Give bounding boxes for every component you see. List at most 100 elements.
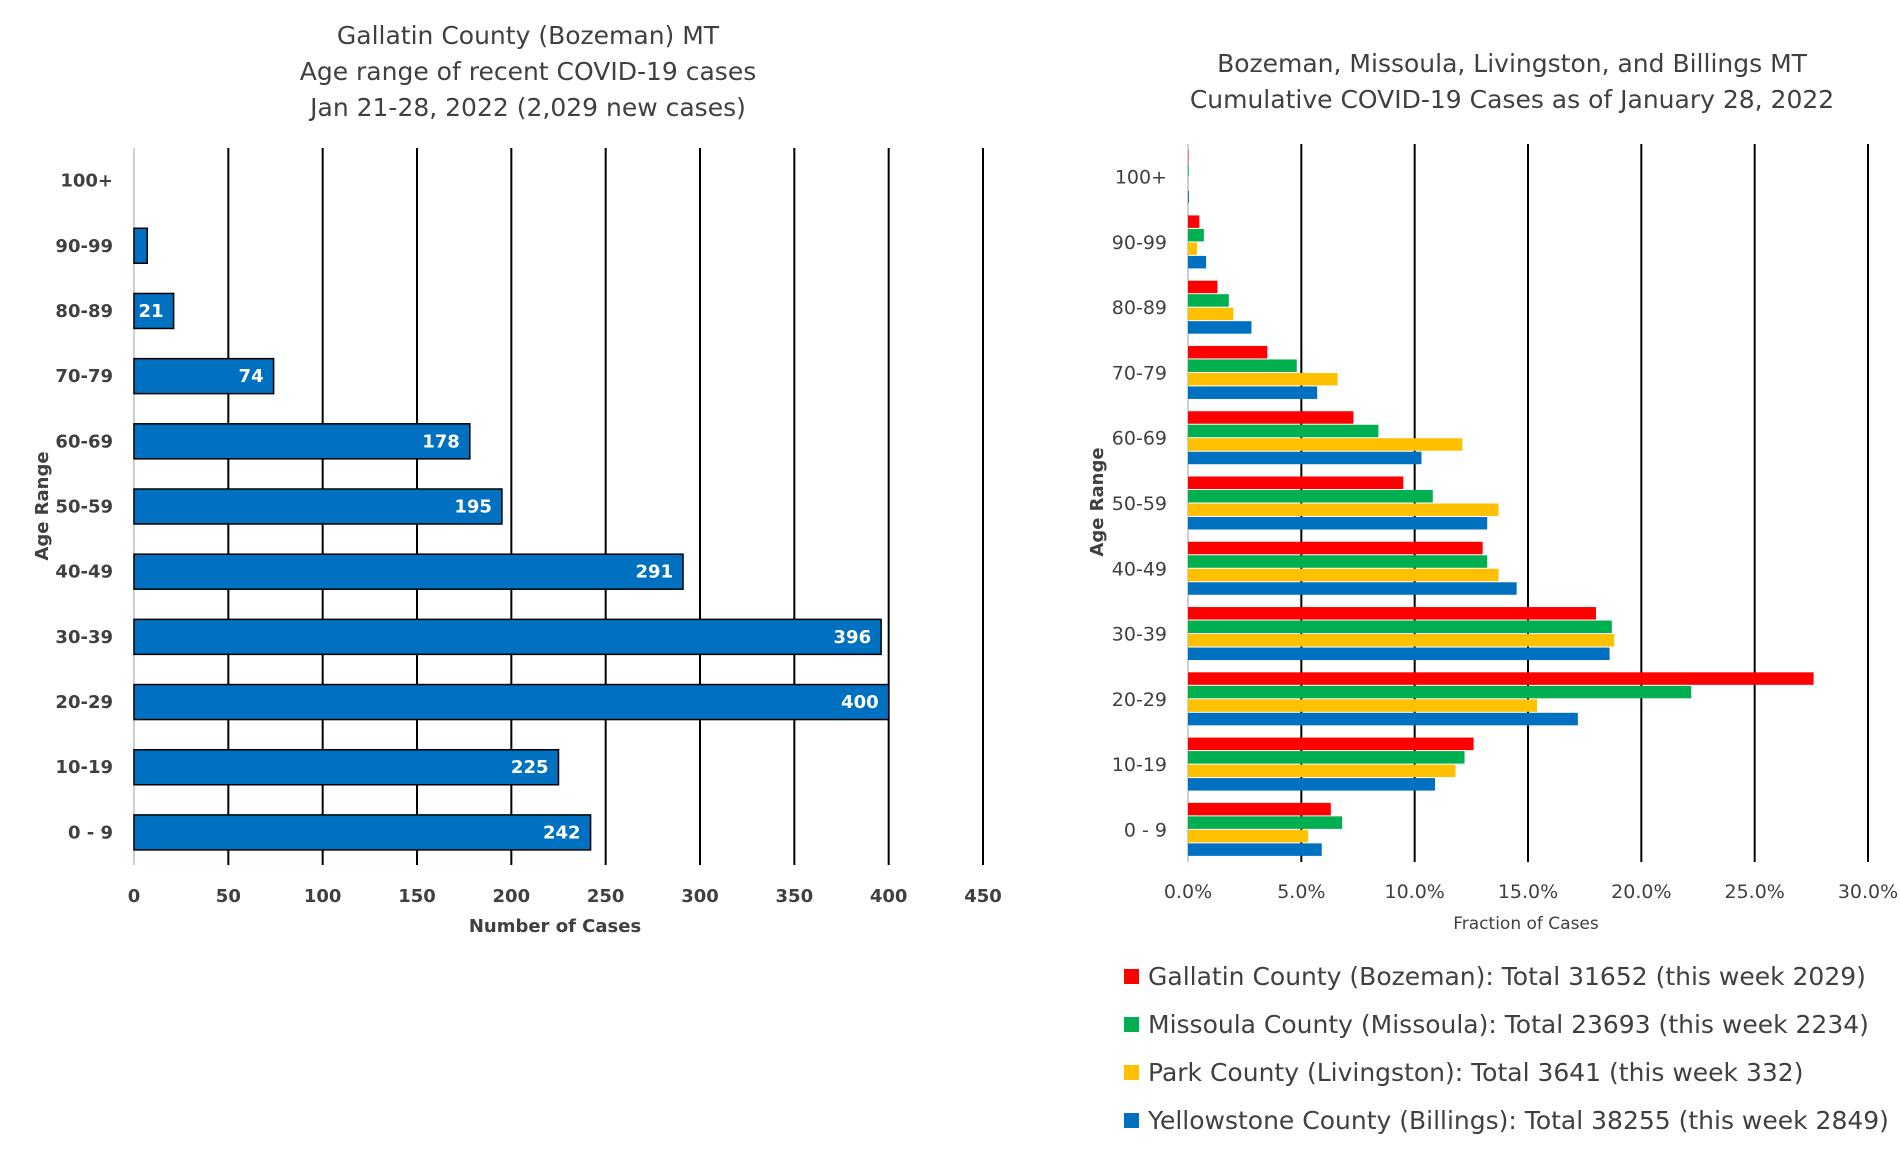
right-x-tick-0-0: 0.0% (1164, 881, 1212, 903)
left-bar-10-19 (133, 748, 560, 786)
right-bar-20-29-series-4 (1188, 712, 1578, 726)
right-bar-60-69-series-3 (1188, 438, 1463, 451)
left-bar-0-9 (133, 814, 592, 851)
left-y-tick-30-39: 30-39 (55, 627, 113, 648)
left-title-line-1: Gallatin County (Bozeman) MT (337, 21, 720, 50)
legend-entry-1: Gallatin County (Bozeman): Total 31652 (… (1148, 962, 1866, 991)
right-x-tick-10-0: 10.0% (1384, 881, 1444, 903)
legend-swatch-2 (1124, 1017, 1139, 1032)
right-x-tick-25-0: 25.0% (1724, 881, 1784, 903)
right-y-tick-30-39: 30-39 (1112, 624, 1167, 646)
left-y-tick-20-29: 20-29 (55, 692, 113, 713)
right-bar-20-29-series-1 (1188, 672, 1814, 685)
left-bar-90-99 (133, 227, 148, 265)
left-bar-label-20-29: 400 (841, 692, 879, 713)
right-bar-80-89-series-3 (1188, 307, 1234, 321)
left-x-tick-250: 250 (587, 886, 625, 907)
left-title-line-2: Age range of recent COVID-19 cases (300, 57, 757, 86)
right-bar-50-59-series-1 (1188, 476, 1404, 489)
left-bar-label-80-89: 21 (139, 301, 164, 322)
left-bar-label-10-19: 225 (511, 757, 549, 778)
left-bar-30-39 (133, 618, 882, 656)
right-x-tick-20-0: 20.0% (1611, 881, 1671, 903)
left-bar-label-70-79: 74 (239, 366, 264, 387)
right-y-tick-40-49: 40-49 (1112, 558, 1167, 580)
right-bar-0-9-series-3 (1188, 829, 1309, 843)
left-chart: Gallatin County (Bozeman) MT Age range o… (32, 21, 1002, 937)
right-bar-90-99-series-4 (1188, 255, 1207, 269)
right-bar-80-89-series-2 (1188, 294, 1229, 307)
right-bar-40-49-series-4 (1188, 582, 1517, 595)
legend-swatch-4 (1124, 1113, 1139, 1128)
right-bar-70-79-series-3 (1188, 372, 1338, 386)
left-bar-label-0-9: 242 (543, 822, 581, 843)
left-x-tick-150: 150 (398, 886, 436, 907)
right-bar-90-99-series-1 (1188, 215, 1200, 228)
left-y-tick-40-49: 40-49 (55, 562, 113, 583)
right-y-tick-60-69: 60-69 (1112, 428, 1167, 450)
left-bar-label-40-49: 291 (635, 562, 673, 583)
left-x-tick-0: 0 (128, 886, 141, 907)
right-y-tick-100: 100+ (1115, 167, 1167, 189)
right-bar-10-19-series-3 (1188, 764, 1456, 778)
left-bar-label-30-39: 396 (834, 627, 872, 648)
left-bar-70-79 (133, 357, 275, 395)
right-bar-0-9-series-1 (1188, 802, 1331, 816)
right-bar-30-39-series-4 (1188, 647, 1610, 661)
legend-entry-4: Yellowstone County (Billings): Total 382… (1147, 1106, 1889, 1135)
left-y-tick-90-99: 90-99 (55, 236, 113, 257)
right-bar-60-69-series-2 (1188, 424, 1379, 438)
left-bar-60-69 (133, 423, 471, 460)
right-bar-70-79-series-4 (1188, 386, 1318, 399)
left-y-axis-label: Age Range (32, 451, 53, 560)
right-bar-0-9-series-2 (1188, 816, 1343, 829)
right-bar-30-39-series-1 (1188, 607, 1596, 620)
legend-entry-3: Park County (Livingston): Total 3641 (th… (1148, 1058, 1803, 1087)
right-bar-70-79-series-2 (1188, 359, 1297, 372)
right-chart: Bozeman, Missoula, Livingston, and Billi… (1087, 49, 1898, 1135)
left-x-tick-300: 300 (681, 886, 719, 907)
right-bars (1188, 150, 1814, 856)
right-title-line-2: Cumulative COVID-19 Cases as of January … (1190, 85, 1834, 114)
right-y-tick-80-89: 80-89 (1112, 297, 1167, 319)
left-x-tick-350: 350 (776, 886, 814, 907)
right-y-tick-10-19: 10-19 (1112, 754, 1167, 776)
right-title-line-1: Bozeman, Missoula, Livingston, and Billi… (1217, 49, 1808, 78)
left-bar-20-29 (133, 683, 890, 721)
right-bar-60-69-series-1 (1188, 411, 1354, 424)
right-x-tick-labels: 0.0% 5.0% 10.0% 15.0% 20.0% 25.0% 30.0% (1164, 881, 1898, 903)
right-bar-10-19-series-2 (1188, 751, 1465, 764)
left-x-tick-200: 200 (493, 886, 531, 907)
right-y-tick-0-9: 0 - 9 (1124, 819, 1167, 841)
right-bar-90-99-series-3 (1188, 242, 1198, 255)
left-bar-label-50-59: 195 (454, 497, 492, 518)
left-x-axis-label: Number of Cases (469, 916, 641, 937)
left-title-line-3: Jan 21-28, 2022 (2,029 new cases) (308, 93, 746, 122)
right-y-tick-20-29: 20-29 (1112, 689, 1167, 711)
left-bar-50-59 (133, 488, 503, 525)
right-x-axis-label: Fraction of Cases (1453, 914, 1599, 934)
right-bar-30-39-series-2 (1188, 620, 1612, 634)
left-y-tick-100: 100+ (60, 171, 113, 192)
legend-swatch-1 (1124, 969, 1139, 984)
right-bar-70-79-series-1 (1188, 345, 1268, 359)
right-bar-50-59-series-2 (1188, 490, 1433, 503)
right-y-tick-70-79: 70-79 (1112, 362, 1167, 384)
right-bar-60-69-series-4 (1188, 451, 1422, 465)
right-bar-20-29-series-2 (1188, 685, 1692, 699)
right-y-axis-label: Age Range (1087, 447, 1108, 556)
right-bar-50-59-series-4 (1188, 517, 1488, 530)
right-bar-30-39-series-3 (1188, 634, 1615, 647)
legend-swatch-3 (1124, 1065, 1139, 1080)
right-y-tick-50-59: 50-59 (1112, 493, 1167, 515)
left-y-tick-10-19: 10-19 (55, 757, 113, 778)
right-y-tick-labels: 0 - 9 10-19 20-29 30-39 40-49 50-59 60-69 70-79… (1112, 167, 1167, 842)
right-legend: Gallatin County (Bozeman): Total 31652 (… (1124, 962, 1889, 1135)
left-x-tick-100: 100 (304, 886, 342, 907)
right-bar-80-89-series-4 (1188, 321, 1252, 334)
left-y-tick-50-59: 50-59 (55, 497, 113, 518)
right-bar-10-19-series-4 (1188, 778, 1436, 791)
right-bar-40-49-series-3 (1188, 568, 1499, 582)
left-y-tick-labels: 0 - 9 10-19 20-29 30-39 40-49 50-59 60-69 70-79… (55, 171, 113, 844)
right-bar-10-19-series-1 (1188, 737, 1474, 751)
